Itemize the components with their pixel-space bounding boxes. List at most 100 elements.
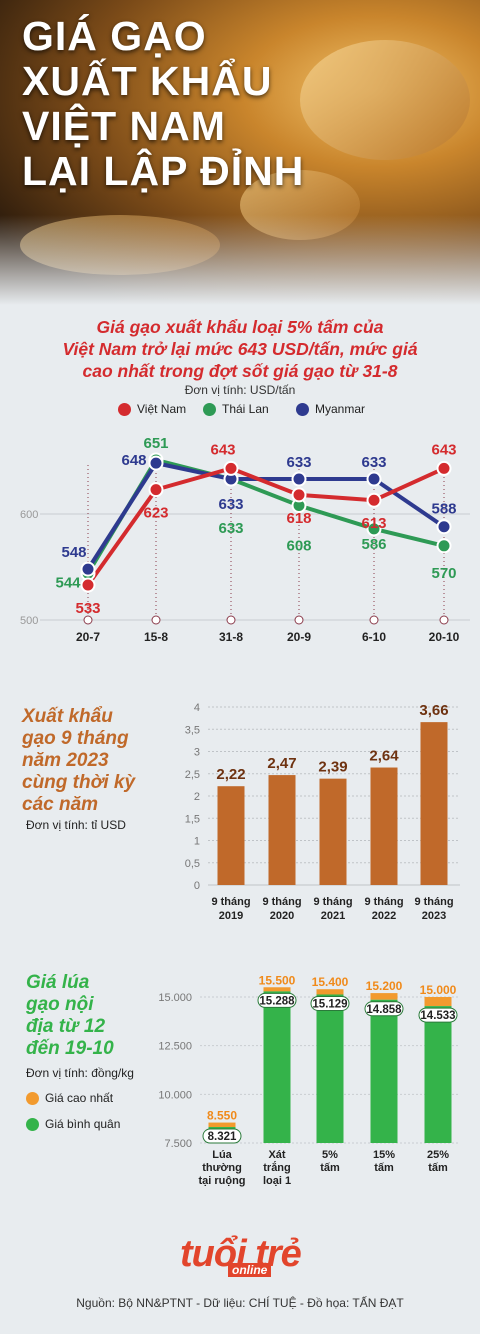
series-line — [86, 461, 446, 571]
title-line: XUẤT KHẨU — [22, 58, 273, 104]
x-tick-label: 9 tháng — [262, 896, 301, 908]
x-tick-label: 9 tháng — [211, 896, 250, 908]
title-line: năm 2023 — [22, 750, 109, 771]
y-tick-label: 4 — [194, 702, 200, 714]
y-tick-label: 1 — [194, 836, 200, 848]
legend-label: Giá cao nhất — [45, 1091, 114, 1105]
data-label: 14.533 — [420, 1010, 455, 1022]
export-chart: 0 0,5 1 1,5 2 2,5 3 3,5 4 2,22 9 tháng 2019 2,47 9 th… — [185, 702, 460, 922]
y-tick-label: 7.500 — [164, 1138, 192, 1150]
title-line: Xuất khẩu — [22, 706, 113, 727]
data-label: 648 — [121, 452, 146, 469]
label-pill — [310, 995, 350, 1011]
data-label: 618 — [286, 510, 311, 527]
legend-dot — [118, 402, 131, 416]
x-tick-label: 31-8 — [219, 630, 243, 644]
y-tick-label: 12.500 — [158, 1041, 192, 1053]
x-tick-label: 9 tháng — [364, 896, 403, 908]
label-pill — [418, 1007, 458, 1023]
bar — [319, 778, 347, 885]
title-line: địa từ 12 — [26, 1016, 106, 1037]
legend-vietnam: Việt Nam — [118, 402, 186, 416]
subtitle-line: cao nhất trong đợt sốt giá gạo từ 31-8 — [82, 361, 398, 381]
legend-max-price: Giá cao nhất — [26, 1091, 113, 1105]
data-label: 15.500 — [259, 973, 296, 987]
x-tick-label: thường — [202, 1162, 242, 1174]
y-tick-label: 3,5 — [185, 724, 200, 736]
data-label: 588 — [431, 501, 456, 518]
category-marker — [226, 615, 236, 625]
data-label: 633 — [218, 520, 243, 537]
legend-dot — [203, 402, 216, 416]
bar-max — [208, 1122, 236, 1128]
x-tick-label: 15-8 — [144, 630, 168, 644]
y-tick-label: 0 — [194, 880, 200, 892]
source-credit: Nguồn: Bộ NN&PTNT - Dữ liệu: CHÍ TUỆ - Đ… — [76, 1296, 404, 1310]
label-pill — [257, 992, 297, 1008]
legend-dot — [26, 1117, 39, 1131]
title-line: gạo 9 tháng — [22, 728, 129, 749]
data-label: 15.288 — [259, 995, 295, 1007]
data-point — [366, 492, 382, 508]
x-tick-label: trắng — [263, 1161, 291, 1174]
data-label: 548 — [61, 544, 86, 561]
subtitle: Giá gạo xuất khẩu loại 5% tấm của Việt N… — [10, 316, 470, 382]
data-label: 633 — [361, 454, 386, 471]
data-label: 2,39 — [318, 759, 347, 776]
bar-max — [424, 997, 452, 1007]
page-title: GIÁ GẠO XUẤT KHẨU VIỆT NAM LẠI LẬP ĐỈNH — [22, 14, 362, 194]
bar-avg — [370, 999, 398, 1143]
data-label: 3,66 — [419, 702, 448, 719]
category-marker — [83, 615, 93, 625]
bar-max — [316, 989, 344, 995]
y-tick-label: 2,5 — [185, 769, 200, 781]
title-line: VIỆT NAM — [22, 103, 226, 149]
bar — [370, 767, 398, 885]
data-point — [436, 460, 452, 476]
title-line: các năm — [22, 794, 99, 815]
category-marker — [151, 615, 161, 625]
data-point — [436, 519, 452, 535]
legend-myanmar: Myanmar — [296, 402, 365, 416]
x-tick-label: 20-10 — [429, 630, 460, 644]
hero-banner: GIÁ GẠO XUẤT KHẨU VIỆT NAM LẠI LẬP ĐỈNH — [0, 0, 480, 305]
x-tick-label: 2021 — [321, 910, 345, 922]
legend-thailand: Thái Lan — [203, 402, 269, 416]
data-point — [366, 471, 382, 487]
subtitle-line: Việt Nam trở lại mức 643 USD/tấn, mức gi… — [62, 339, 418, 359]
x-tick-label: 5% — [322, 1149, 338, 1161]
legend-label: Thái Lan — [222, 402, 269, 416]
data-label: 623 — [143, 505, 168, 522]
x-tick-label: 2020 — [270, 910, 294, 922]
data-label: 570 — [431, 565, 456, 582]
data-point — [291, 487, 307, 503]
x-tick-label: Lúa — [212, 1149, 232, 1161]
data-point — [80, 561, 96, 577]
data-label: 643 — [431, 441, 456, 458]
x-tick-label: 15% — [373, 1149, 395, 1161]
bar-max — [263, 987, 291, 992]
series-line — [86, 457, 445, 575]
y-tick-label: 2 — [194, 791, 200, 803]
x-tick-label: 9 tháng — [313, 896, 352, 908]
hero-fade — [0, 215, 480, 305]
rice-bowl-graphic — [300, 40, 470, 160]
data-label: 586 — [361, 536, 386, 553]
data-label: 8.321 — [208, 1131, 237, 1143]
legend-avg-price: Giá bình quân — [26, 1117, 120, 1131]
data-label: 15.200 — [366, 979, 403, 993]
x-tick-label: Xát — [268, 1149, 285, 1161]
line-chart-unit: Đơn vị tính: USD/tấn — [184, 383, 296, 397]
y-tick-label: 600 — [20, 509, 38, 521]
title-line: Giá lúa — [26, 972, 90, 993]
label-pill — [202, 1128, 242, 1144]
data-point — [436, 538, 452, 554]
legend-label: Việt Nam — [137, 402, 187, 416]
y-tick-label: 15.000 — [158, 992, 192, 1004]
legend-label: Myanmar — [315, 402, 366, 416]
rice-price-chart-title: Giá lúa gạo nội địa từ 12 đến 19-10 — [26, 972, 166, 1060]
title-line: gạo nội — [26, 994, 94, 1015]
export-chart-unit: Đơn vị tính: tỉ USD — [26, 818, 126, 832]
y-tick-label: 1,5 — [185, 813, 200, 825]
y-tick-label: 10.000 — [158, 1089, 192, 1101]
